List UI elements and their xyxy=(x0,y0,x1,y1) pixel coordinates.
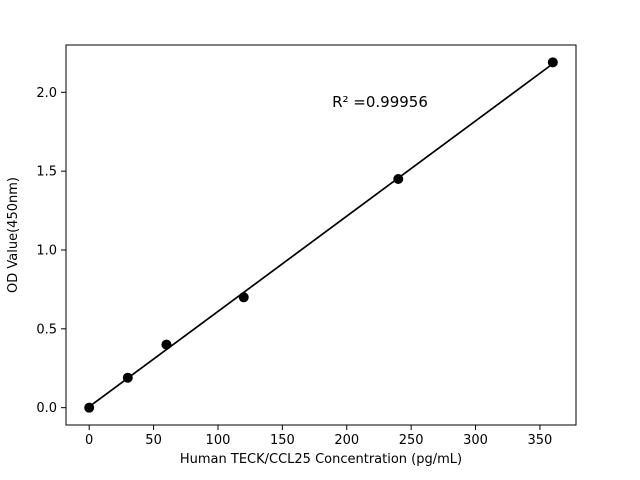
x-tick-label: 300 xyxy=(463,433,488,448)
x-tick-label: 250 xyxy=(399,433,424,448)
y-tick-label: 1.5 xyxy=(36,165,57,180)
y-tick-label: 0.0 xyxy=(36,401,57,416)
y-tick-label: 1.0 xyxy=(36,243,57,258)
data-point xyxy=(238,292,249,303)
data-point xyxy=(547,57,558,68)
plot-border xyxy=(65,44,577,426)
data-point xyxy=(122,372,133,383)
x-tick-label: 50 xyxy=(145,433,162,448)
data-point xyxy=(393,174,404,185)
x-tick-label: 0 xyxy=(85,433,93,448)
y-tick-label: 2.0 xyxy=(36,86,57,101)
x-axis-label: Human TECK/CCL25 Concentration (pg/mL) xyxy=(180,452,462,467)
plot-area: 0 50 100 150 200 250 300 350 0.0 0.5 1.0 1.5 2.0 xyxy=(36,44,577,448)
x-tick-label: 350 xyxy=(528,433,553,448)
x-tick-label: 200 xyxy=(334,433,359,448)
fit-line xyxy=(88,63,554,408)
y-axis-label: OD Value(450nm) xyxy=(6,177,21,293)
r-squared-annotation: R² =0.99956 xyxy=(332,93,428,111)
y-tick-label: 0.5 xyxy=(36,322,57,337)
x-tick-label: 100 xyxy=(206,433,231,448)
x-tick-label: 150 xyxy=(270,433,295,448)
data-point xyxy=(84,402,95,413)
data-point xyxy=(161,339,172,350)
